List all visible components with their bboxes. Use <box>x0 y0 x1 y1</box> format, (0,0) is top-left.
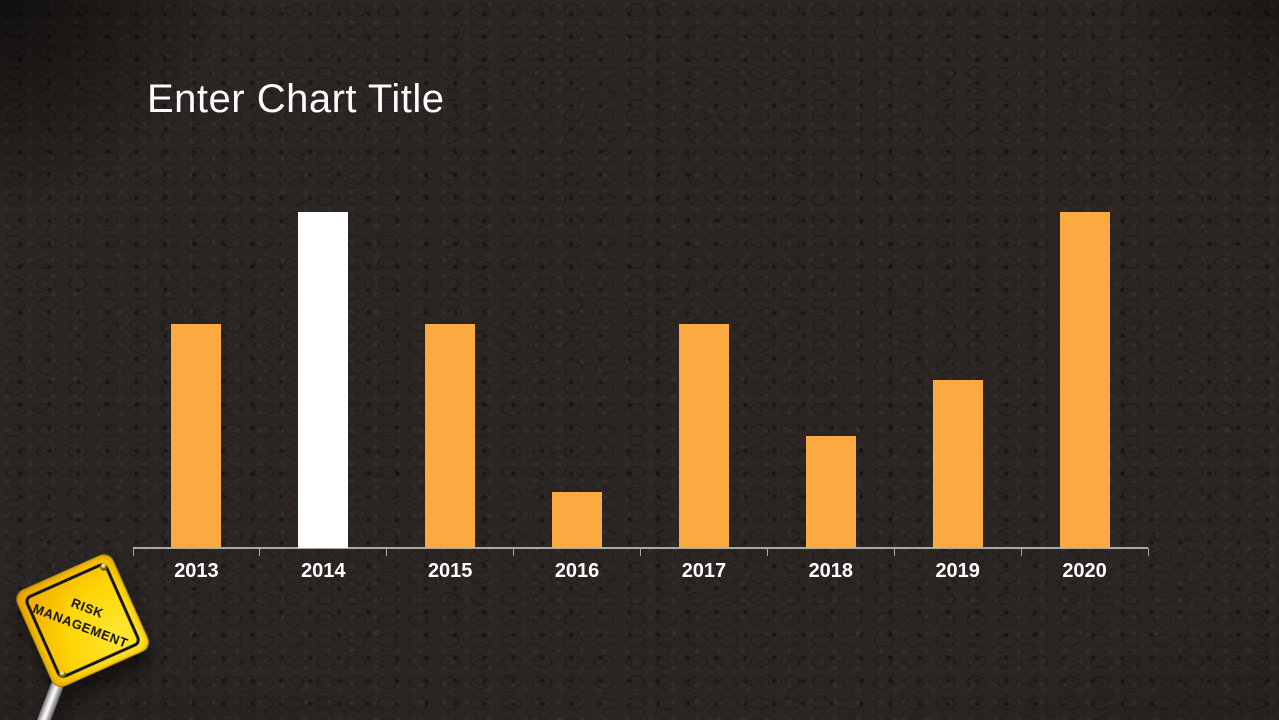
bar-2013 <box>171 324 222 548</box>
x-axis-tick <box>766 548 768 556</box>
x-axis-label-2013: 2013 <box>174 560 219 582</box>
bar-2017 <box>678 324 729 548</box>
bar-column-2013 <box>133 190 260 548</box>
bar-2018 <box>805 436 856 548</box>
x-axis-tick <box>386 548 388 556</box>
x-axis-label-2019: 2019 <box>935 560 980 582</box>
x-axis-label-2020: 2020 <box>1062 560 1107 582</box>
x-axis-tick <box>893 548 895 556</box>
bar-2014 <box>298 212 349 548</box>
x-axis-tick <box>1020 548 1022 556</box>
bar-column-2019 <box>894 190 1021 548</box>
bar-2020 <box>1059 212 1110 548</box>
bar-2019 <box>932 380 983 548</box>
x-axis-tick <box>132 548 134 556</box>
x-axis-tick <box>640 548 641 556</box>
bar-2016 <box>552 492 603 548</box>
bar-column-2018 <box>767 190 894 548</box>
x-axis-label-2014: 2014 <box>301 560 346 582</box>
x-axis-tick <box>1147 548 1149 556</box>
bar-2015 <box>425 324 476 548</box>
bar-column-2020 <box>1021 190 1148 548</box>
bar-column-2017 <box>641 190 768 548</box>
x-axis-label-2018: 2018 <box>808 560 854 582</box>
x-axis-label-2015: 2015 <box>427 560 473 582</box>
chart-title-placeholder[interactable]: Enter Chart Title <box>147 77 445 121</box>
bar-column-2014 <box>260 190 387 548</box>
plot-area: 2013 2014 2015 2016 2017 2018 2019 2020 <box>132 190 1149 582</box>
x-axis-tick <box>513 548 515 556</box>
x-axis-label-2017: 2017 <box>681 560 727 582</box>
sign-post <box>23 681 64 720</box>
bar-column-2016 <box>514 190 641 548</box>
x-axis-tick <box>259 548 261 556</box>
bar-column-2015 <box>387 190 514 548</box>
x-axis-label-2016: 2016 <box>554 560 600 582</box>
